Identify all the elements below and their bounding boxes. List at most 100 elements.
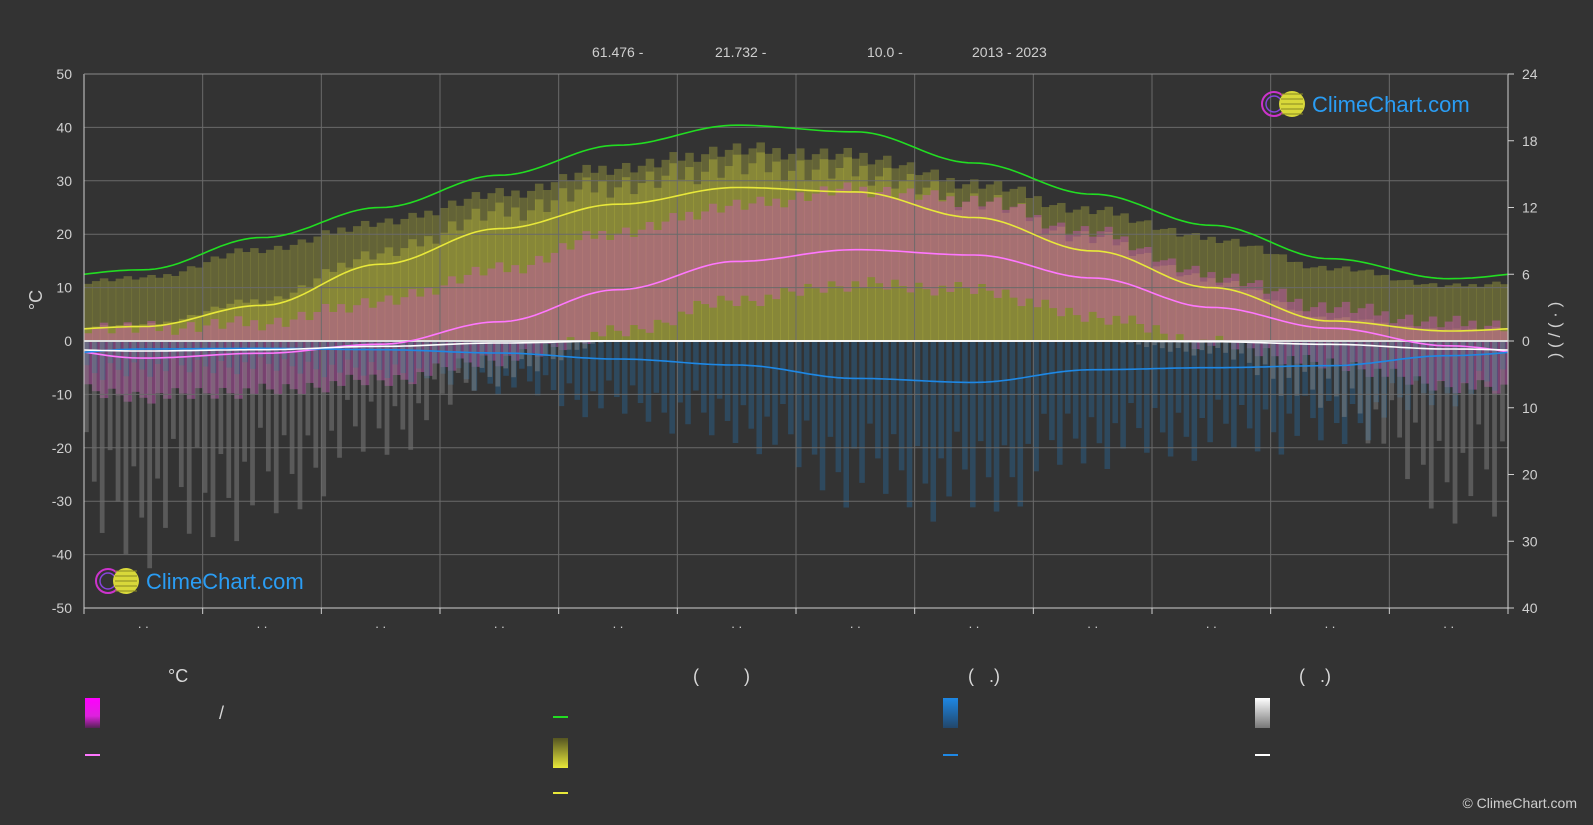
temp-band [1310, 307, 1319, 362]
sunshine-band [740, 174, 750, 341]
daylight-line [83, 124, 1509, 280]
sunshine-band [1302, 316, 1311, 341]
sunshine-band [1017, 203, 1027, 341]
snow-band [234, 341, 240, 542]
x-tick-label: . . [1443, 616, 1454, 631]
rain-band [1389, 341, 1395, 384]
sunshine-band [250, 248, 259, 341]
rain-band [748, 341, 755, 429]
rain-band [297, 341, 304, 374]
sunshine-band [1333, 268, 1343, 341]
temp-band [171, 334, 180, 389]
sunshine-band [1444, 329, 1454, 341]
sunshine-band [171, 275, 180, 341]
rain-band [1341, 341, 1348, 445]
rain-band [384, 341, 391, 378]
sunshine-band [653, 187, 663, 341]
temp-band [1357, 308, 1367, 370]
rain-band [756, 341, 762, 455]
rain-band [1294, 341, 1300, 436]
sunshine-band [258, 303, 267, 341]
sunshine-band [178, 318, 188, 341]
sunshine-band [519, 197, 528, 341]
y-left-tick-label: 30 [56, 173, 72, 189]
sunshine-band [1270, 254, 1280, 341]
sunshine-band [1128, 222, 1137, 341]
sunshine-band [883, 167, 892, 341]
rain-band [914, 341, 921, 447]
temp-band [1199, 277, 1208, 340]
sunshine-band [590, 192, 599, 341]
legend-snow-title: ( .) [1299, 666, 1331, 686]
snow-band [115, 341, 121, 502]
rain-band [1349, 341, 1356, 405]
temp-band [1302, 311, 1311, 355]
rain-band [392, 341, 399, 365]
rain-band [772, 341, 778, 445]
temp-band [1341, 301, 1351, 372]
sunshine-band [1246, 289, 1256, 341]
temp-band [471, 266, 481, 367]
temp-band [708, 203, 718, 308]
sunshine-band [1341, 266, 1351, 341]
sunshine-band [859, 165, 868, 341]
rain-band [938, 341, 944, 459]
legend-temp-mean-swatch [85, 754, 100, 756]
sunshine-band [202, 262, 212, 341]
sunshine-band [360, 251, 370, 341]
snow-band [558, 341, 564, 361]
rain-band [701, 341, 707, 413]
sunshine-band [748, 148, 758, 341]
temp-band [1057, 222, 1066, 317]
sunshine-band [1365, 269, 1375, 341]
rain-band [1484, 341, 1490, 382]
rain-band [843, 341, 850, 508]
sunshine-band [621, 162, 631, 341]
snow-band [400, 341, 406, 430]
temp-band [843, 182, 852, 292]
sunshine-band [558, 188, 568, 341]
rain-band [542, 341, 549, 376]
sunshine-band [637, 165, 647, 341]
y-left-tick-label: -30 [52, 493, 72, 509]
sunshine-band [495, 188, 504, 341]
sunshine-band [1389, 280, 1398, 341]
snow-line [83, 340, 1509, 352]
snow-band [479, 341, 485, 368]
temp-band [962, 201, 971, 289]
x-tick-label: . . [1206, 616, 1217, 631]
sunshine-band [1009, 207, 1019, 341]
sunshine-band [139, 324, 148, 341]
snow-band [1294, 341, 1300, 396]
sunshine-band [1270, 300, 1280, 341]
legend-rain-title: ( .) [968, 666, 1000, 686]
sunshine-band [1357, 270, 1367, 341]
temp-band [440, 285, 449, 368]
temp-band [1104, 226, 1114, 325]
rain-band [1112, 341, 1118, 424]
temp-band [479, 275, 489, 356]
sunshine-band [1373, 275, 1383, 341]
sunshine-band [1397, 280, 1406, 341]
sunshine-band [827, 178, 837, 341]
rain-band [1444, 341, 1451, 394]
snow-band [131, 341, 137, 467]
snow-band [1373, 341, 1379, 410]
sunshine-band [1254, 290, 1264, 341]
snow-band [352, 341, 358, 427]
sunshine-band [424, 236, 433, 341]
temp-band [764, 205, 773, 295]
snow-band [186, 341, 192, 534]
rain-band [1136, 341, 1142, 429]
sunshine-band [930, 169, 939, 341]
snow-band [337, 341, 342, 458]
temp-band [780, 207, 789, 288]
legend-sun-title: ( ) [693, 666, 750, 686]
sunshine-band [147, 322, 156, 341]
sunshine-band [550, 200, 560, 341]
sunshine-band [321, 230, 330, 341]
y-right-prec-tick-label: 30 [1522, 533, 1538, 549]
snow-band [360, 341, 366, 452]
sunshine-band [796, 160, 805, 341]
sunshine-band [534, 199, 544, 341]
